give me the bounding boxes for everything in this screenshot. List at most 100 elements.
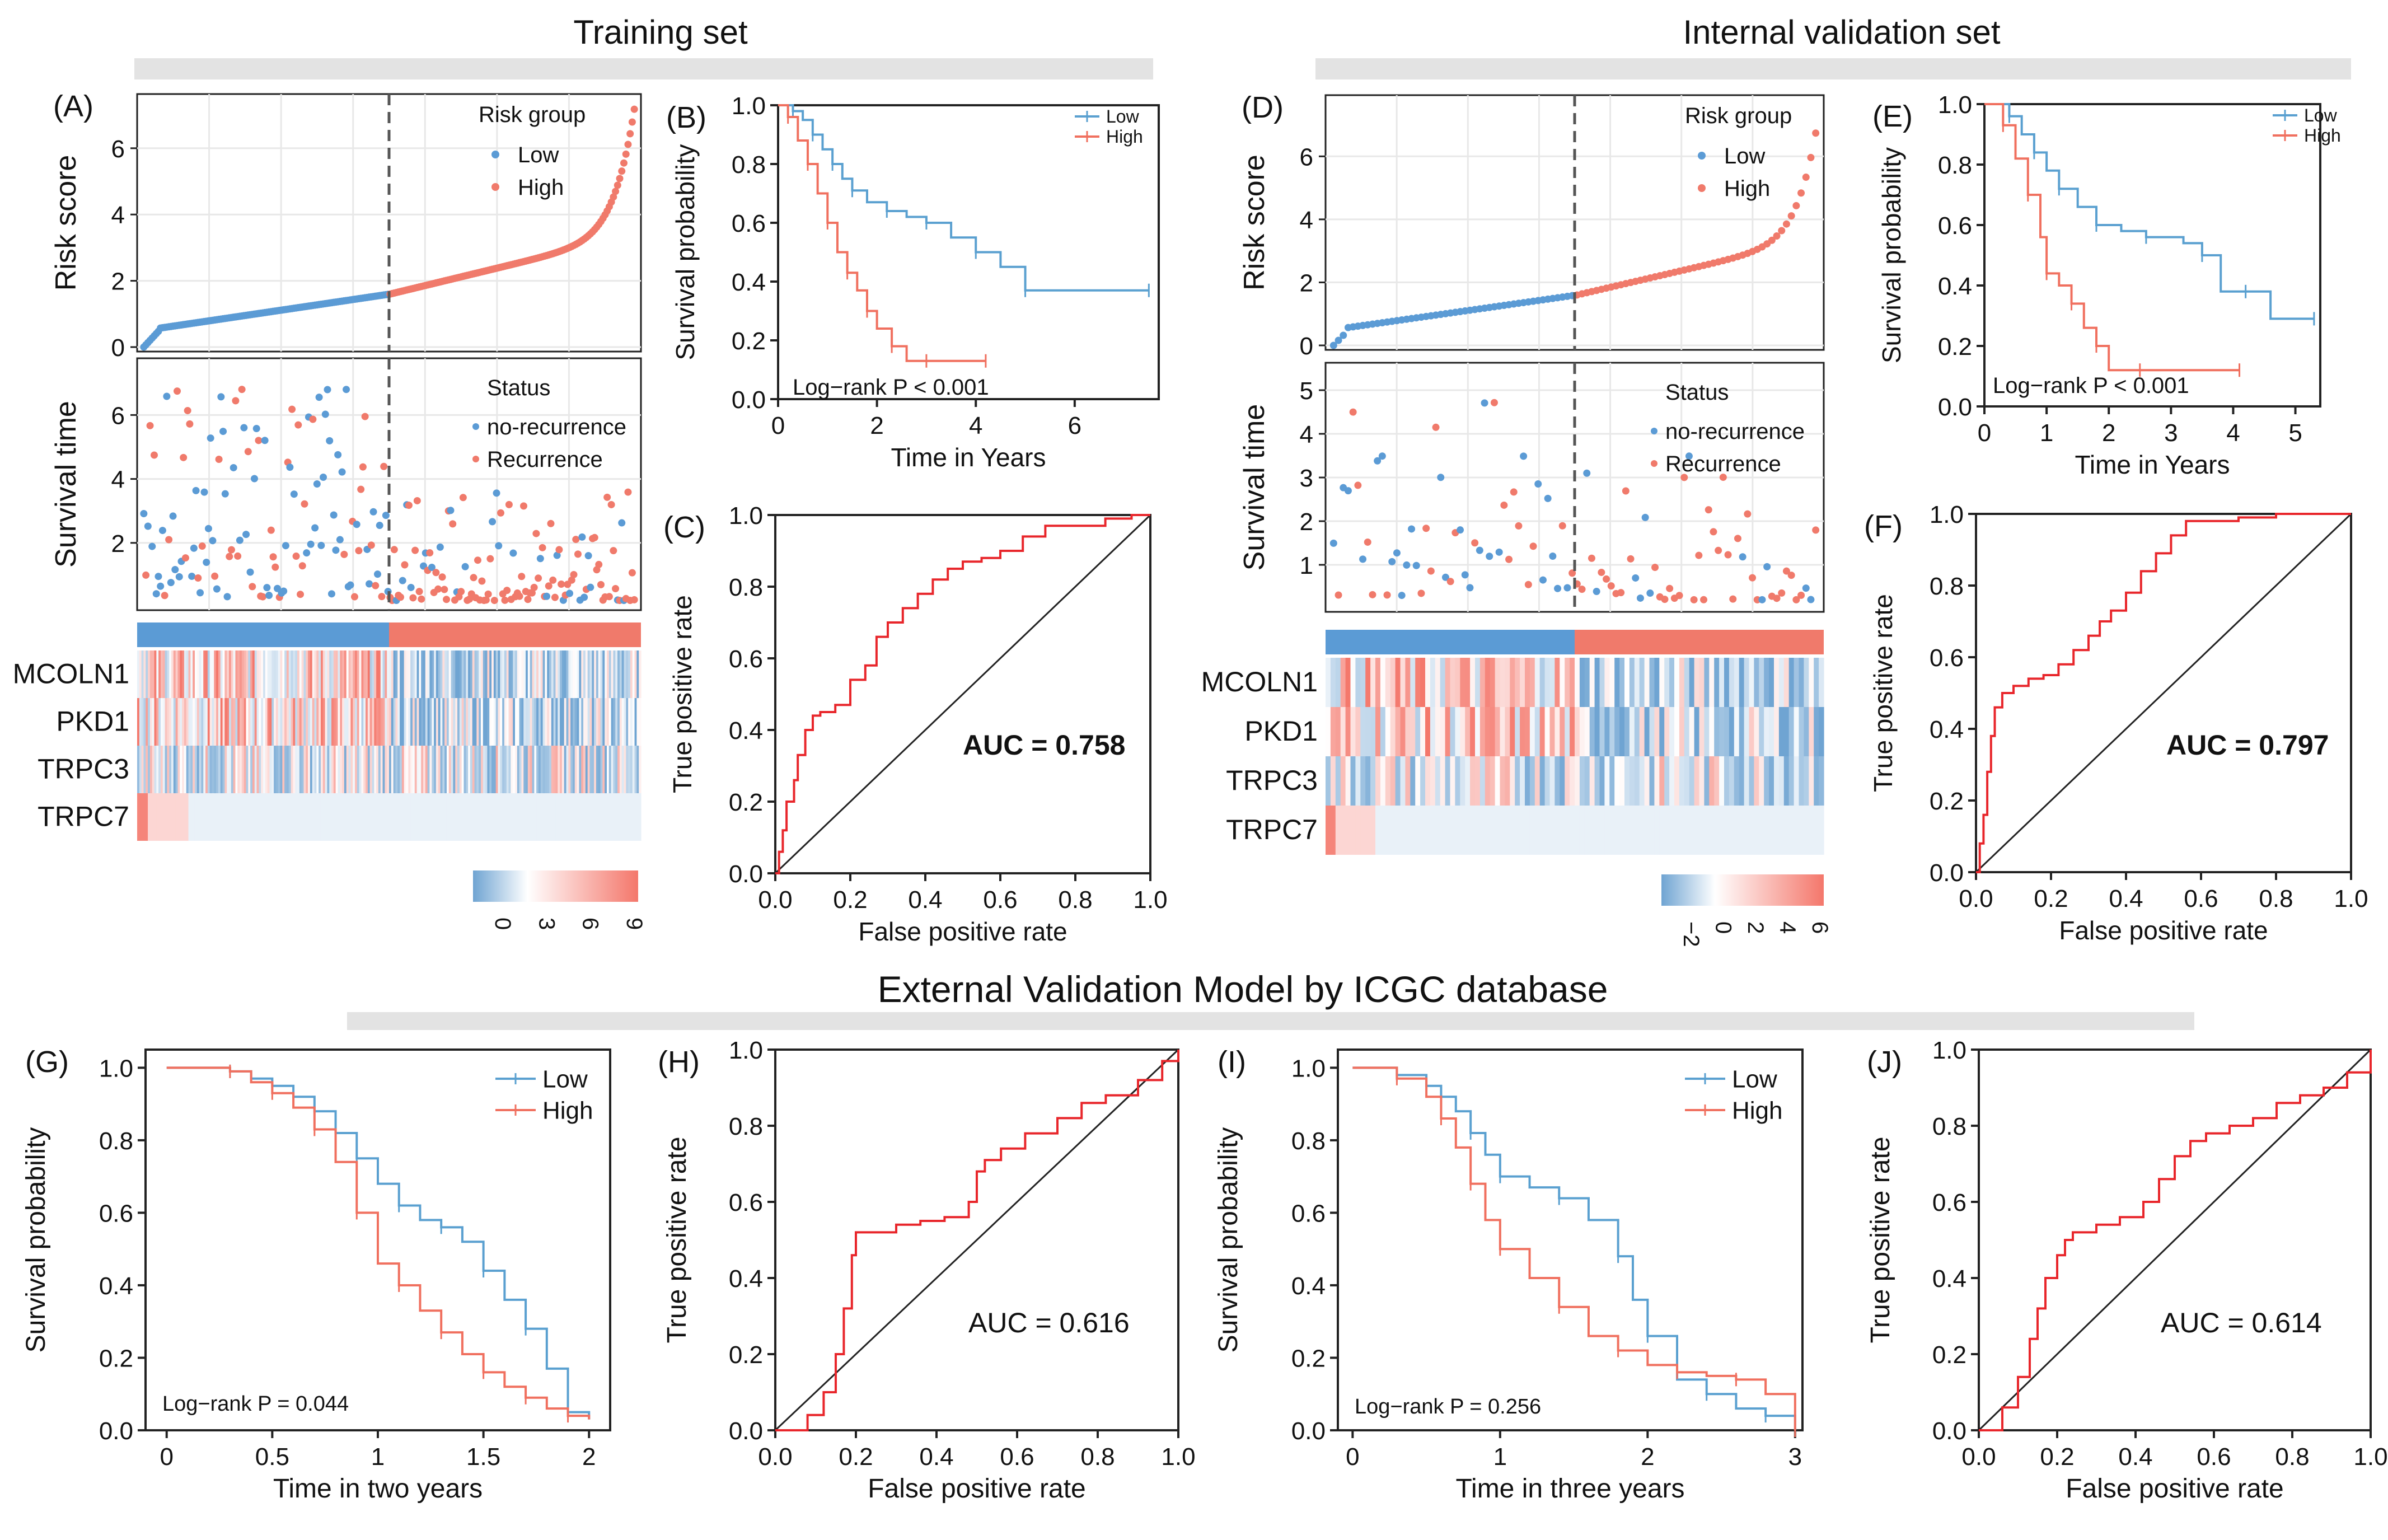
x-tick-label: 4: [969, 412, 982, 439]
heatmap-cell: [261, 698, 264, 746]
heatmap-cell: [425, 650, 428, 698]
survival-point: [1593, 588, 1600, 596]
survival-point: [311, 524, 319, 532]
heatmap-cell: [519, 698, 522, 746]
heatmap-cell: [1644, 806, 1650, 855]
heatmap-cell: [274, 746, 277, 793]
heatmap-cell: [1689, 707, 1695, 756]
y-tick-label: 3: [1300, 465, 1313, 492]
heatmap-cell: [397, 746, 400, 793]
heatmap-cell: [485, 698, 488, 746]
risk-point: [612, 188, 620, 195]
risk-point: [1773, 232, 1781, 240]
survival-point: [163, 392, 171, 400]
heatmap-cell: [199, 698, 202, 746]
y-axis-label: Survival time: [1238, 404, 1271, 571]
heatmap-cell: [401, 698, 405, 746]
heatmap-cell: [391, 698, 394, 746]
heatmap-cell: [1699, 658, 1705, 707]
heatmap-cell: [1589, 658, 1595, 707]
heatmap-cell: [158, 698, 161, 746]
heatmap-cell: [1455, 756, 1460, 806]
heatmap-cell: [291, 698, 293, 746]
heatmap-cell: [628, 698, 631, 746]
heatmap-cell: [246, 793, 249, 841]
heatmap-cell: [314, 746, 317, 793]
heatmap-cell: [1584, 658, 1590, 707]
heatmap-cell: [303, 793, 306, 841]
heatmap-cell: [1385, 806, 1391, 855]
heatmap-cell: [1385, 756, 1391, 806]
heatmap-cell: [406, 746, 409, 793]
heatmap-cell: [149, 698, 153, 746]
heatmap-cell: [466, 793, 469, 841]
heatmap-cell: [139, 746, 142, 793]
survival-point: [282, 542, 289, 550]
heatmap-cell: [1774, 806, 1780, 855]
heatmap-cell: [624, 698, 626, 746]
heatmap-cell: [1365, 756, 1371, 806]
survival-point: [1632, 574, 1640, 582]
survival-point: [148, 542, 156, 550]
heatmap-cell: [250, 793, 253, 841]
heatmap-cell: [344, 793, 347, 841]
survival-point: [1471, 539, 1479, 547]
heatmap-cell: [1554, 806, 1560, 855]
heatmap-cell: [1579, 756, 1585, 806]
heatmap-cell: [1385, 658, 1391, 707]
heatmap-cell: [194, 746, 198, 793]
heatmap-cell: [342, 746, 345, 793]
survival-point: [407, 583, 415, 591]
heatmap-cell: [286, 746, 289, 793]
heatmap-cell: [340, 698, 343, 746]
heatmap-cell: [1510, 658, 1515, 707]
survival-point: [372, 582, 380, 589]
heatmap-cell: [1340, 658, 1346, 707]
heatmap-cell: [1415, 806, 1421, 855]
heatmap-cell: [1639, 806, 1645, 855]
scale-tick-label: 2: [1743, 921, 1768, 934]
heatmap-cell: [293, 746, 296, 793]
heatmap-cell: [1570, 707, 1575, 756]
legend-label-recurrence: Recurrence: [1665, 452, 1781, 476]
scale-tick-label: 9: [622, 918, 647, 930]
heatmap-cell: [408, 746, 411, 793]
heatmap-cell: [474, 746, 477, 793]
heatmap-cell: [1819, 806, 1824, 855]
heatmap-cell: [286, 650, 289, 698]
heatmap-cell: [248, 746, 251, 793]
heatmap-cell: [1470, 658, 1476, 707]
heatmap-cell: [1395, 756, 1401, 806]
survival-point: [250, 475, 258, 483]
heatmap-cell: [470, 793, 473, 841]
heatmap-cell: [549, 650, 552, 698]
heatmap-cell: [1345, 806, 1351, 855]
survival-point: [568, 576, 575, 584]
heatmap-cell: [1654, 707, 1660, 756]
heatmap-cell: [1624, 756, 1630, 806]
heatmap-cell: [506, 746, 509, 793]
heatmap-cell: [628, 793, 631, 841]
heatmap-cell: [240, 793, 242, 841]
heatmap-cell: [194, 650, 198, 698]
heatmap-cell: [596, 698, 599, 746]
heatmap-cell: [534, 650, 537, 698]
heatmap-cell: [412, 650, 415, 698]
heatmap-cell: [282, 698, 285, 746]
survival-point: [1641, 513, 1649, 521]
heatmap-cell: [1415, 707, 1421, 756]
heatmap-cell: [434, 650, 437, 698]
heatmap-cell: [369, 746, 373, 793]
survival-point: [1685, 452, 1693, 460]
heatmap-cell: [1794, 658, 1800, 707]
heatmap-cell: [284, 793, 287, 841]
heatmap-cell: [513, 746, 516, 793]
heatmap-cell: [583, 746, 586, 793]
heatmap-cell: [566, 746, 569, 793]
heatmap-cell: [432, 793, 434, 841]
x-tick-label: 0.8: [1080, 1443, 1115, 1471]
heatmap-cell: [538, 650, 541, 698]
heatmap-cell: [1659, 806, 1665, 855]
heatmap-cell: [152, 698, 155, 746]
